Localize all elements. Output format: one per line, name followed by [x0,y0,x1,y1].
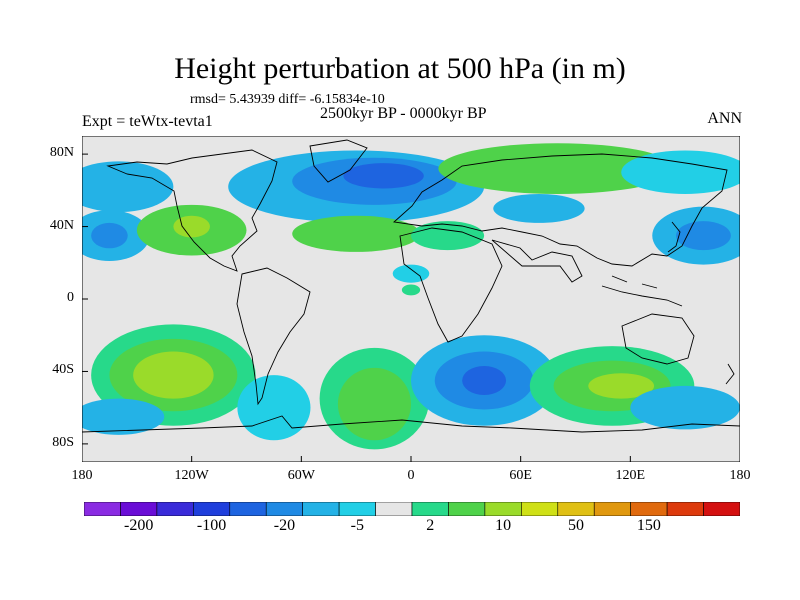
coast-japan [667,221,681,253]
coast-north-america [106,149,278,272]
colorbar-tick-label-3: -5 [350,517,364,534]
coast-eurasia [392,153,728,267]
lat-tick-label-3: 40S [52,362,74,378]
coast-antarctica [82,415,740,433]
contour-region-20 [237,375,311,441]
coastlines [82,139,740,433]
contour-region-6 [621,150,740,194]
contour-region-10 [91,222,128,249]
colorbar-swatch-2 [156,502,194,516]
colorbar-swatch-7 [338,502,376,516]
colorbar-swatch-11 [484,502,522,516]
lon-tick-label-6: 180 [729,468,751,483]
coast-new-zealand [725,363,735,385]
colorbar-tick-label-7: 150 [636,517,661,534]
colorbar-swatch-16 [666,502,704,516]
contour-region-14 [411,221,485,251]
colorbar-swatch-10 [448,502,486,516]
lat-tick-label-4: 80S [52,434,74,450]
period-label: 2500kyr BP - 0000kyr BP [320,105,487,122]
colorbar-swatch-6 [302,502,340,516]
colorbar-swatch-5 [265,502,303,516]
lon-tick-label-0: 180 [71,468,93,483]
rmsd-diff-stats: rmsd= 5.43939 diff= -6.15834e-10 [190,92,385,107]
colorbar-swatch-4 [229,502,267,516]
figure-title: Height perturbation at 500 hPa (in m) [174,52,626,85]
coast-australia [621,313,695,365]
contour-region-19 [82,398,165,435]
contour-region-13 [292,215,421,252]
lat-tick-label-1: 40N [49,217,74,233]
colorbar-swatch-9 [411,502,449,516]
lon-tick-label-1: 120W [174,468,209,483]
colorbar-swatch-1 [120,502,158,516]
contour-region-30 [401,284,421,296]
colorbar-swatch-12 [521,502,559,516]
contour-region-8 [676,221,731,251]
colorbar-swatch-13 [557,502,595,516]
lon-tick-label-2: 60W [287,468,315,483]
colorbar [84,502,740,516]
contour-region-5 [493,193,585,223]
colorbar-swatch-14 [593,502,631,516]
colorbar-tick-label-6: 50 [568,517,584,534]
colorbar-swatch-3 [193,502,231,516]
colorbar-tick-label-0: -200 [123,517,154,534]
lon-tick-label-4: 60E [509,468,532,483]
coast-africa [399,227,503,343]
contour-region-28 [588,373,655,399]
lat-tick-label-0: 80N [49,145,74,161]
contour-region-15 [392,264,430,283]
lon-tick-label-3: 0 [407,468,415,483]
coast-indonesia [601,275,683,307]
coast-greenland [309,139,368,183]
contour-region-4 [438,143,677,194]
colorbar-tick-label-2: -20 [273,517,296,534]
contour-region-18 [133,351,214,399]
coast-south-asia [491,239,583,283]
colorbar-swatch-15 [630,502,668,516]
colorbar-swatch-17 [703,502,740,516]
lon-tick-label-5: 120E [615,468,646,483]
contour-region-22 [337,367,411,441]
season-label: ANN [707,110,742,127]
coast-south-america [236,267,311,406]
lat-tick-label-2: 0 [67,290,74,305]
contour-region-25 [462,366,507,395]
colorbar-tick-label-1: -100 [196,517,227,534]
contour-region-29 [630,385,740,430]
experiment-label: Expt = teWtx-tevta1 [82,113,213,130]
colorbar-tick-label-5: 10 [495,517,512,534]
colorbar-tick-label-4: 2 [426,517,435,534]
contour-region-12 [173,215,210,238]
colorbar-swatch-0 [84,502,121,516]
map-panel [82,136,740,462]
contour-region-3 [82,161,174,213]
colorbar-swatch-8 [375,502,413,516]
contour-region-2 [343,163,424,189]
